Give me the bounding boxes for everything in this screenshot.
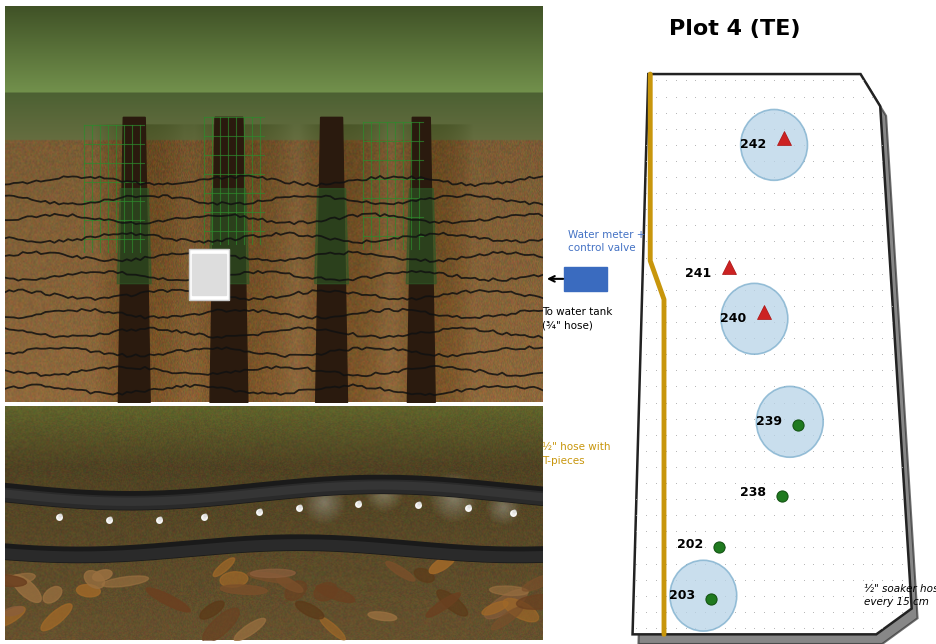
Ellipse shape (415, 569, 434, 582)
Ellipse shape (12, 575, 41, 602)
Text: 203: 203 (669, 589, 695, 602)
Polygon shape (117, 189, 152, 284)
Ellipse shape (0, 607, 25, 628)
Polygon shape (407, 117, 435, 402)
Bar (189, 249, 229, 299)
Ellipse shape (4, 607, 24, 616)
Ellipse shape (202, 608, 240, 643)
Polygon shape (209, 189, 249, 284)
Ellipse shape (4, 573, 36, 585)
Ellipse shape (740, 109, 808, 180)
Ellipse shape (43, 587, 62, 603)
Ellipse shape (386, 562, 415, 581)
Ellipse shape (220, 572, 248, 587)
Ellipse shape (314, 583, 337, 601)
Ellipse shape (756, 386, 824, 457)
Ellipse shape (485, 589, 527, 619)
Ellipse shape (296, 601, 324, 619)
Ellipse shape (491, 607, 523, 630)
Text: 239: 239 (756, 415, 782, 428)
Polygon shape (118, 117, 150, 402)
Ellipse shape (430, 554, 455, 574)
Bar (563, 267, 607, 291)
Ellipse shape (213, 558, 235, 576)
Ellipse shape (426, 593, 461, 617)
Text: ½" soaker hoses
every 15 cm: ½" soaker hoses every 15 cm (865, 584, 936, 607)
Ellipse shape (721, 283, 788, 354)
Text: 202: 202 (677, 538, 703, 551)
Polygon shape (314, 189, 348, 284)
Text: 240: 240 (721, 312, 747, 325)
Ellipse shape (277, 577, 303, 592)
Ellipse shape (517, 594, 562, 609)
Polygon shape (315, 117, 347, 402)
Text: ½" hose with
T-pieces: ½" hose with T-pieces (542, 442, 610, 466)
Ellipse shape (102, 576, 149, 587)
Polygon shape (406, 189, 436, 284)
Ellipse shape (250, 569, 295, 578)
Polygon shape (638, 84, 917, 644)
Ellipse shape (146, 588, 190, 612)
Ellipse shape (5, 575, 26, 585)
Ellipse shape (93, 570, 112, 581)
Text: 242: 242 (740, 138, 767, 151)
Ellipse shape (285, 581, 306, 600)
Ellipse shape (200, 601, 224, 619)
Ellipse shape (221, 585, 268, 594)
Ellipse shape (670, 560, 737, 631)
Text: Water meter +
control valve: Water meter + control valve (567, 230, 645, 253)
Text: Plot 4 (TE): Plot 4 (TE) (669, 19, 800, 39)
Ellipse shape (320, 617, 345, 640)
Ellipse shape (504, 598, 538, 621)
Ellipse shape (316, 585, 355, 603)
Ellipse shape (490, 586, 529, 596)
Ellipse shape (482, 601, 508, 615)
Text: To water tank
(¾" hose): To water tank (¾" hose) (542, 307, 612, 330)
Ellipse shape (248, 572, 292, 583)
Ellipse shape (234, 618, 266, 641)
Ellipse shape (84, 571, 105, 589)
Polygon shape (210, 117, 248, 402)
Text: 238: 238 (740, 486, 767, 499)
Ellipse shape (0, 574, 26, 587)
Text: 241: 241 (685, 267, 711, 280)
Polygon shape (633, 74, 912, 634)
Ellipse shape (77, 585, 100, 597)
Ellipse shape (368, 612, 397, 621)
Bar (192, 254, 226, 295)
Ellipse shape (437, 590, 468, 616)
Ellipse shape (41, 604, 72, 630)
Ellipse shape (522, 574, 555, 591)
